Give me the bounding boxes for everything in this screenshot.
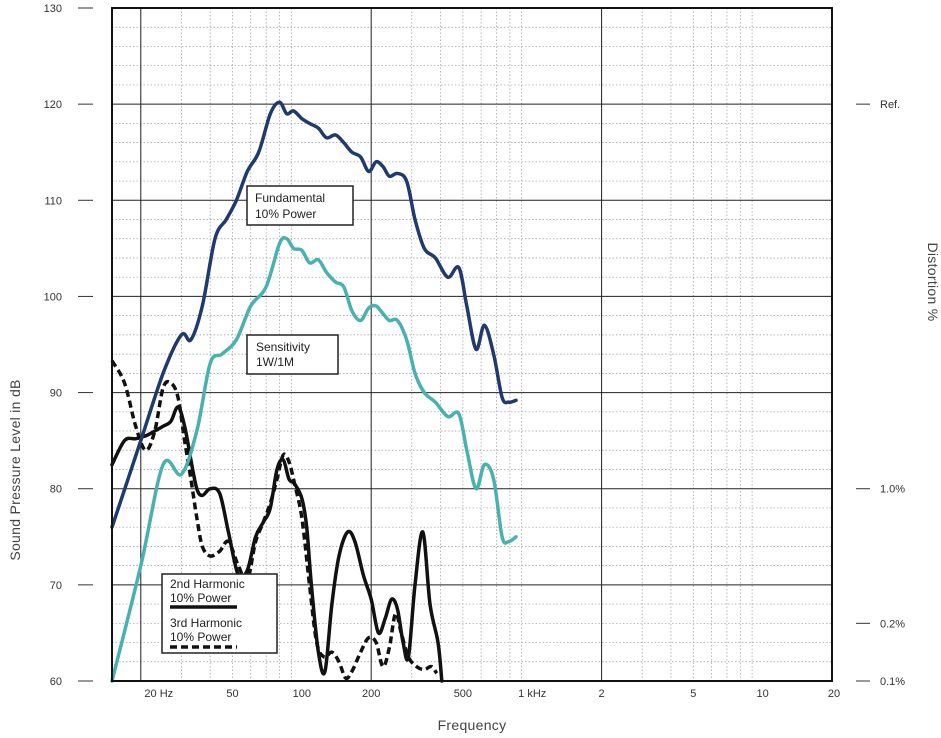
y2-axis: Ref. 1.0% 0.2% 0.1%	[856, 99, 905, 688]
x-tick-label: 50	[226, 688, 238, 700]
annotation-3rd-harmonic-line2: 10% Power	[170, 630, 231, 644]
y-axis-title: Sound Pressure Level in dB	[7, 379, 23, 560]
y-tick-label: 80	[50, 484, 62, 496]
x-axis: 20 Hz 50 100 200 500 1 kHz 2 5 10 20	[144, 688, 840, 700]
x-tick-label: 200	[362, 688, 380, 700]
annotation-sensitivity: Sensitivity 1W/1M	[246, 334, 339, 375]
y-tick-label: 70	[50, 580, 62, 592]
x-tick-label: 20	[828, 688, 840, 700]
x-tick-label: 20 Hz	[144, 688, 173, 700]
series-sensitivity	[110, 236, 518, 683]
y2-axis-title: Distortion %	[925, 242, 941, 321]
y-tick-label: 110	[44, 195, 62, 207]
x-tick-label: 10	[757, 688, 769, 700]
y-tick-label: 120	[44, 99, 62, 111]
annotation-harmonics-legend: 2nd Harmonic 10% Power 3rd Harmonic 10% …	[161, 573, 278, 654]
x-axis-title: Frequency	[438, 717, 507, 733]
y2-tick-label: Ref.	[880, 99, 900, 111]
y2-tick-label: 0.2%	[880, 618, 905, 630]
annotation-sensitivity-line1: Sensitivity	[256, 340, 310, 354]
grid-minor	[112, 8, 833, 681]
y-axis: 60 70 80 90 100 110 120 130	[44, 3, 93, 688]
plot-frame	[111, 7, 833, 682]
series-layer	[110, 100, 518, 683]
y-tick-label: 100	[44, 291, 62, 303]
annotation-fundamental-line1: Fundamental	[255, 191, 325, 205]
annotation-2nd-harmonic-line1: 2nd Harmonic	[170, 577, 245, 591]
series-fundamental	[110, 100, 518, 529]
y-tick-label: 130	[44, 3, 62, 15]
annotation-2nd-harmonic-line2: 10% Power	[170, 591, 231, 605]
annotation-sensitivity-line2: 1W/1M	[256, 355, 294, 369]
x-tick-label: 2	[599, 688, 605, 700]
series-2nd-harmonic	[110, 405, 444, 683]
annotation-fundamental-line2: 10% Power	[255, 207, 316, 221]
annotation-3rd-harmonic-line1: 3rd Harmonic	[170, 616, 242, 630]
y-tick-label: 90	[50, 388, 62, 400]
x-tick-label: 5	[690, 688, 696, 700]
y-tick-label: 60	[50, 676, 62, 688]
annotation-fundamental: Fundamental 10% Power	[246, 185, 354, 226]
y2-tick-label: 1.0%	[880, 484, 905, 496]
series-3rd-harmonic	[110, 359, 439, 681]
x-tick-label: 1 kHz	[518, 688, 546, 700]
x-tick-label: 500	[454, 688, 472, 700]
x-tick-label: 100	[293, 688, 311, 700]
y2-tick-label: 0.1%	[880, 676, 905, 688]
